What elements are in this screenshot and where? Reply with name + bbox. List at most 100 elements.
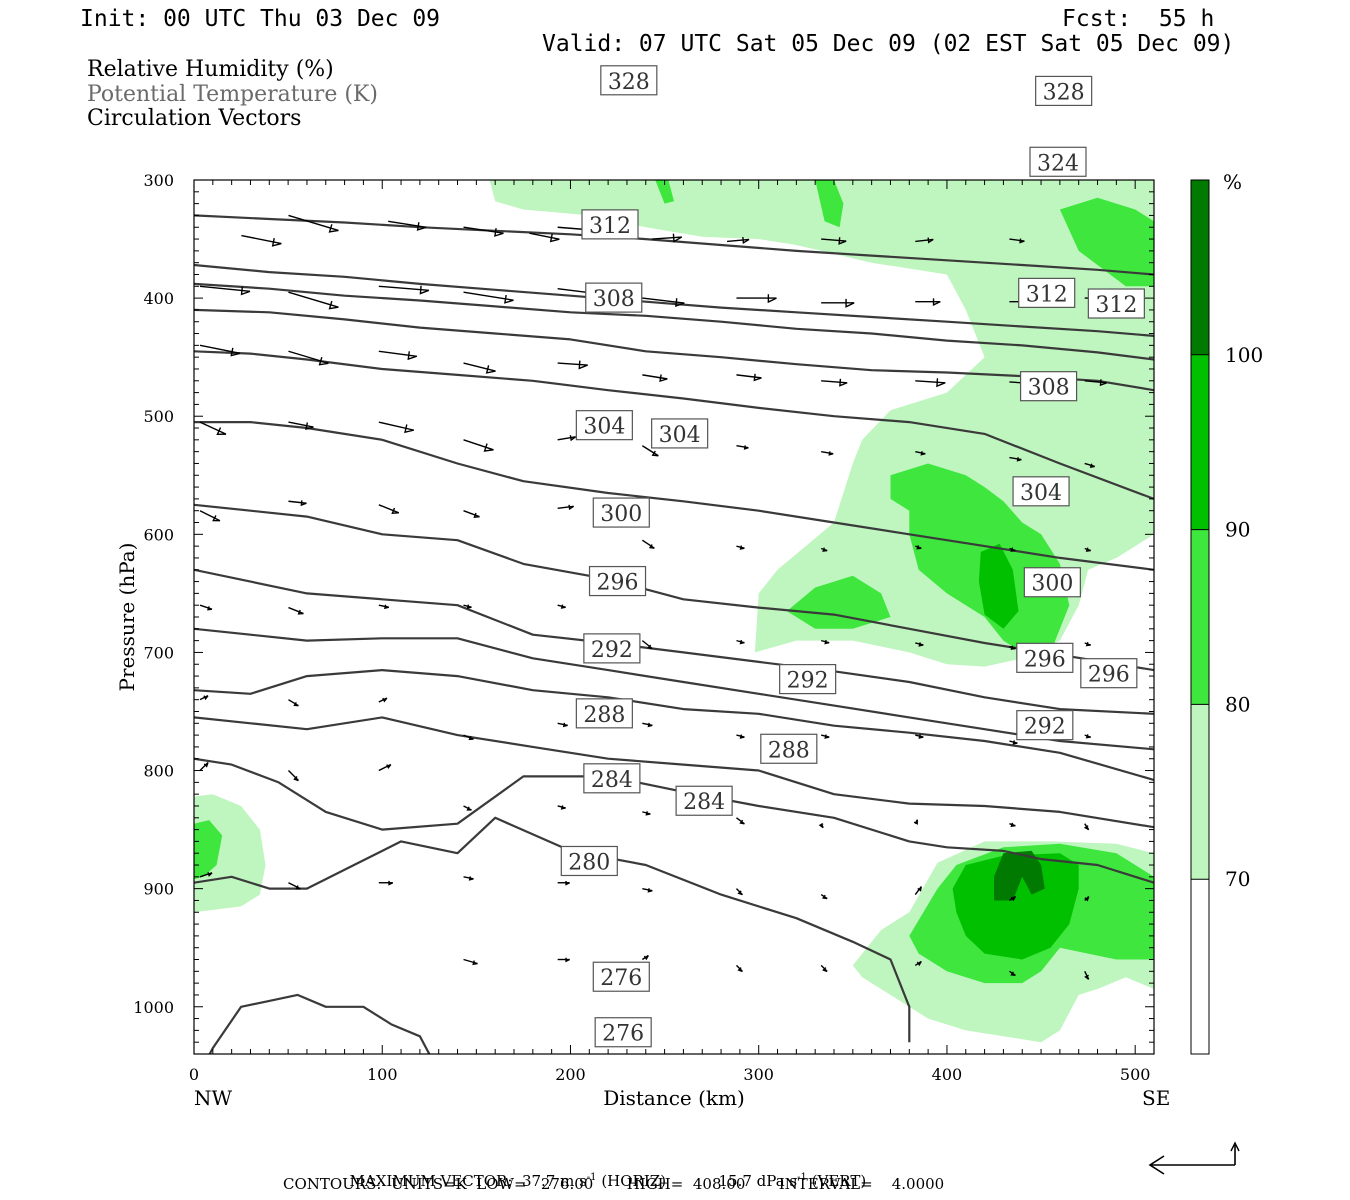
circulation-vector (557, 504, 575, 511)
contour-label-text: 324 (1037, 151, 1079, 176)
circulation-vector (642, 722, 653, 728)
circulation-vector (557, 604, 566, 609)
circulation-vector (1084, 379, 1107, 387)
circulation-vector (915, 545, 922, 550)
contour-label-296: 296 (1016, 642, 1074, 673)
y-tick-label: 600 (143, 525, 174, 544)
contour-label-312: 312 (1087, 288, 1145, 319)
circulation-vector (915, 298, 941, 307)
contour-label-text: 308 (1028, 376, 1070, 401)
contour-label-text: 292 (787, 669, 829, 694)
contour-label-text: 280 (568, 850, 610, 875)
contour-label-text: 296 (1088, 663, 1130, 688)
legend-potential-temperature: Potential Temperature (K) (87, 82, 378, 107)
vert-value: 15.7 dPa s (718, 1172, 798, 1190)
circulation-vector (915, 450, 926, 456)
circulation-vector (288, 291, 339, 310)
circulation-vector (287, 770, 299, 782)
theta-contour-280 (194, 816, 911, 1043)
contour-label-text: 288 (583, 703, 625, 728)
contour-labels: 276 276 280 284 284 288 288 292 292 292 296 296 296 3… (560, 65, 1145, 1048)
circulation-vector (463, 734, 474, 741)
contour-label-text: 312 (1026, 282, 1068, 307)
circulation-vector (1009, 1111, 1017, 1114)
rh-region-80 (815, 180, 844, 228)
y-tick-label: 700 (143, 643, 174, 662)
circulation-vector (913, 819, 918, 825)
circulation-vector (1084, 547, 1091, 552)
y-tick-label: 1000 (133, 998, 174, 1017)
x-tick-label: 0 (189, 1065, 199, 1084)
rh-region-80 (1059, 197, 1154, 287)
max-vector-line: MAXIMUM VECTOR: 37.7 m s-1 (HORIZ) 15.7 … (340, 1158, 867, 1190)
max-vector-label: MAXIMUM VECTOR: (349, 1172, 513, 1190)
circulation-vector (199, 695, 209, 701)
contour-label-text: 304 (583, 415, 625, 440)
circulation-vector (1009, 645, 1016, 650)
circulation-vector (1084, 641, 1091, 647)
circulation-vector (736, 294, 777, 304)
legend-relative-humidity: Relative Humidity (%) (87, 57, 334, 82)
circulation-vector (641, 445, 659, 457)
y-tick-label: 400 (143, 289, 174, 308)
circulation-vector (1084, 971, 1090, 980)
circulation-vector (1009, 740, 1018, 745)
circulation-vector (820, 964, 828, 973)
circulation-vector (288, 500, 307, 507)
colorbar-bin (1191, 529, 1209, 705)
horiz-value: 37.7 m s (521, 1172, 587, 1190)
circulation-vector (736, 734, 745, 739)
contour-label-324: 324 (1029, 146, 1087, 177)
contour-label-text: 288 (768, 738, 810, 763)
circulation-vector (1083, 823, 1090, 831)
contour-label-304: 304 (1012, 476, 1070, 507)
y-tick-label: 500 (143, 407, 174, 426)
circulation-vector (1009, 456, 1022, 462)
x-end-label-right: SE (1142, 1086, 1170, 1110)
circulation-vector (914, 960, 922, 967)
circulation-vector (651, 233, 683, 243)
circulation-vector (199, 872, 213, 878)
contour-label-284: 284 (675, 785, 733, 816)
circulation-vector (199, 510, 221, 522)
x-tick-label: 100 (367, 1065, 398, 1084)
contour-label-312: 312 (1018, 277, 1076, 308)
circulation-vector (821, 298, 855, 308)
contour-label-text: 292 (1024, 715, 1066, 740)
circulation-vector (557, 881, 570, 886)
circulation-vector (642, 297, 685, 308)
theta-contour-300 (194, 568, 1154, 715)
contour-label-276: 276 (592, 961, 650, 992)
theta-contour-320 (194, 282, 1154, 361)
circulation-vectors (199, 214, 1107, 1114)
circulation-vector (641, 539, 655, 549)
contour-label-288: 288 (575, 698, 633, 729)
theta-contour-296 (194, 627, 1154, 751)
rh-region-100 (994, 850, 1045, 901)
contour-label-text: 296 (597, 571, 639, 596)
circulation-vector (557, 722, 568, 728)
circulation-vector (915, 237, 934, 244)
rh-region-80 (194, 820, 223, 880)
colorbar-bin (1191, 879, 1209, 1054)
contour-label-292: 292 (1016, 710, 1074, 741)
rh-region-80 (655, 180, 674, 204)
circulation-vector (736, 445, 749, 450)
vert-exponent: -1 (797, 1172, 807, 1183)
contour-label-text: 292 (591, 638, 633, 663)
x-tick-label: 500 (1120, 1065, 1151, 1084)
circulation-vector (463, 805, 472, 811)
circulation-vector (378, 504, 400, 515)
circulation-vector (378, 350, 418, 361)
contour-label-292: 292 (779, 663, 837, 695)
circulation-vector (557, 435, 577, 442)
circulation-vector (463, 362, 496, 374)
contour-label-text: 312 (1095, 293, 1137, 318)
circulation-vector (821, 639, 830, 645)
vert-tag: (VERT) (811, 1172, 867, 1190)
circulation-vector (820, 547, 828, 552)
circulation-vector (736, 545, 745, 550)
contour-label-text: 328 (608, 70, 650, 95)
contour-label-304: 304 (575, 410, 633, 441)
contour-label-312: 312 (581, 209, 639, 240)
